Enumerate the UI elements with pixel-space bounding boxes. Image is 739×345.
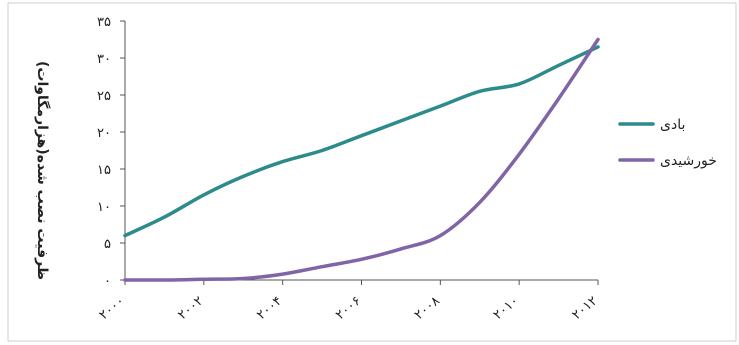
legend-label-1: خورشیدی <box>660 153 717 169</box>
y-tick-label: ۳۰ <box>97 52 111 67</box>
chart-frame <box>7 2 737 342</box>
y-tick-label: ۳۵ <box>97 15 111 30</box>
legend: بادی خورشیدی <box>618 117 717 169</box>
y-axis-label: ظرفیت نصب شده(هزارمگاوات) <box>34 61 51 280</box>
y-tick-label: ۱۵ <box>97 163 111 178</box>
y-tick-label: ۲۰ <box>97 126 111 141</box>
legend-label-0: بادی <box>660 117 685 133</box>
series-line-1 <box>123 37 600 282</box>
y-tick-label: ۰ <box>104 274 111 289</box>
y-tick-label: ۵ <box>104 237 111 252</box>
series-lines <box>123 37 600 282</box>
y-tick-label: ۱۰ <box>97 200 111 215</box>
series-line-0 <box>123 45 600 238</box>
y-tick-label: ۲۵ <box>97 89 111 104</box>
